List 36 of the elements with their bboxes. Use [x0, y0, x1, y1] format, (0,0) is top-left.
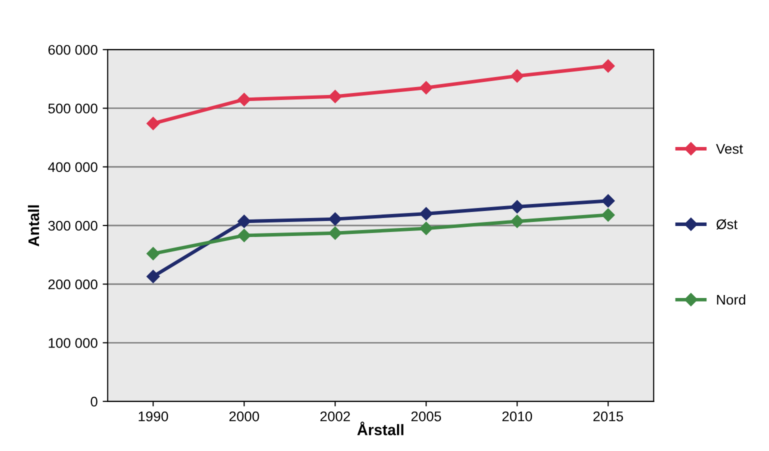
point	[602, 208, 615, 222]
point	[602, 59, 615, 73]
point	[602, 194, 615, 208]
y-tick-label: 200 000	[48, 279, 98, 290]
y-tick-label: 400 000	[48, 162, 98, 172]
x-tick-label: 2010	[502, 411, 532, 422]
legend-label: Nord	[717, 294, 746, 305]
y-tick-label: 0	[90, 396, 98, 407]
legend-label: Vest	[716, 144, 743, 154]
point	[510, 214, 524, 228]
point	[328, 90, 342, 104]
point	[146, 270, 160, 284]
point	[146, 116, 160, 130]
point	[420, 222, 433, 236]
x-axis-title: Årstall	[357, 422, 404, 436]
y-tick-label: 300 000	[48, 220, 98, 231]
x-tick-label: 1990	[138, 411, 168, 422]
point	[238, 214, 251, 228]
point	[420, 207, 433, 220]
point	[328, 212, 342, 226]
point	[146, 247, 160, 260]
legend-label: Øst	[716, 219, 738, 230]
x-tick-label: 2005	[411, 411, 442, 422]
y-tick-label: 500 000	[48, 104, 98, 114]
y-tick-label: 600 000	[48, 44, 98, 55]
point	[420, 81, 433, 94]
point	[328, 226, 342, 240]
point	[238, 228, 251, 242]
x-tick-label: 2002	[320, 411, 350, 422]
x-tick-label: 2000	[229, 411, 260, 422]
y-tick-label: 100 000	[48, 338, 98, 348]
x-tick-label: 2015	[593, 411, 624, 422]
point	[510, 200, 524, 214]
y-axis-title: Antall	[28, 205, 40, 246]
point	[510, 69, 524, 83]
point	[238, 92, 251, 106]
